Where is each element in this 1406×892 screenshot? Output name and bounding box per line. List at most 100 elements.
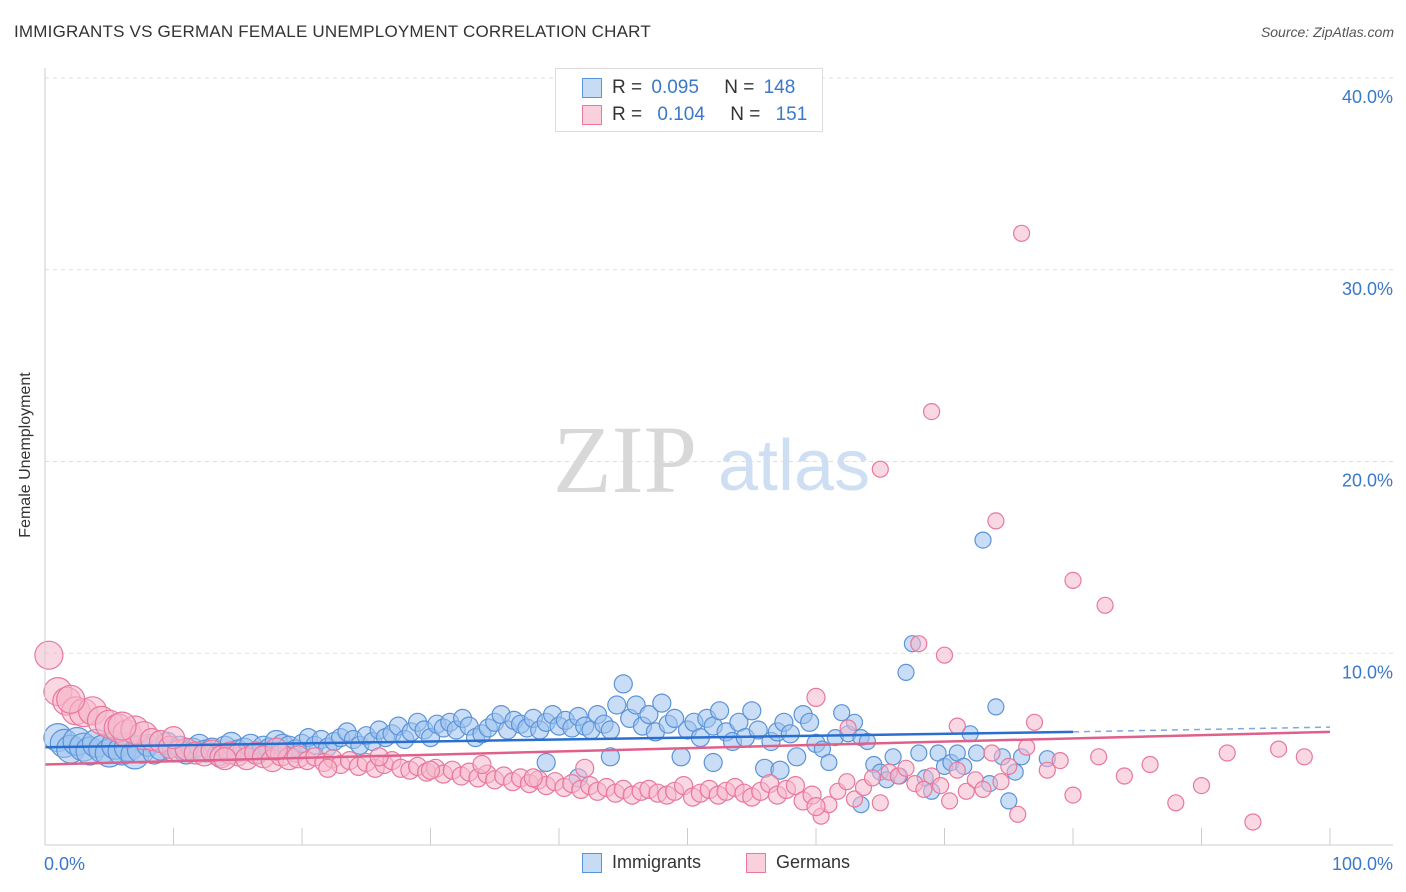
germans-point: [935, 646, 954, 664]
germans-point: [161, 725, 186, 750]
germans-point: [1009, 805, 1027, 823]
immigrants-point: [607, 695, 627, 715]
immigrants-point: [664, 708, 685, 729]
germans-point: [992, 773, 1010, 791]
germans-point: [107, 711, 137, 741]
germans-point: [871, 460, 889, 478]
y-tick-label: 30.0%: [1342, 279, 1393, 299]
immigrants-point: [703, 752, 723, 773]
immigrants-point: [820, 753, 838, 772]
immigrants-point: [858, 732, 877, 751]
legend-label-germans: Germans: [776, 852, 851, 872]
germans-point: [1141, 755, 1159, 774]
germans-point: [1000, 757, 1018, 776]
stats-box: R = 0.095 N = 148 R = 0.104 N = 151: [555, 68, 823, 132]
chart-title: IMMIGRANTS VS GERMAN FEMALE UNEMPLOYMENT…: [14, 22, 651, 41]
germans-point: [915, 780, 933, 799]
r-label: R =: [612, 77, 643, 98]
germans-point: [785, 775, 806, 796]
x-tick-label: 0.0%: [44, 854, 85, 874]
germans-points: [34, 224, 1313, 831]
legend-label-immigrants: Immigrants: [612, 852, 702, 872]
y-tick-label: 10.0%: [1342, 662, 1393, 682]
germans-point: [897, 759, 915, 777]
germans-point: [863, 769, 882, 787]
r-value: 0.104: [657, 104, 705, 125]
germans-point: [1051, 751, 1069, 770]
grid-layer: [45, 77, 1393, 654]
germans-point: [264, 737, 288, 761]
germans-point: [1012, 224, 1031, 242]
immigrants-point: [652, 693, 672, 713]
trend-lines: [44, 726, 1331, 766]
germans-point: [1064, 571, 1082, 590]
germans-point: [806, 796, 826, 817]
germans-point: [575, 758, 595, 778]
germans-point: [987, 512, 1005, 530]
germans-point: [1244, 813, 1262, 831]
germans-point: [871, 794, 889, 812]
germans-point: [34, 640, 64, 670]
immigrants-point: [833, 704, 851, 722]
immigrants-point: [671, 747, 691, 767]
germans-point: [806, 687, 826, 708]
r-label: R =: [612, 104, 643, 125]
immigrants-legend-swatch: [582, 853, 602, 873]
germans-point: [1167, 794, 1185, 812]
legend-germans[interactable]: Germans: [746, 852, 876, 876]
germans-point: [1018, 738, 1036, 756]
immigrants-swatch: [582, 78, 602, 98]
immigrants-point: [897, 663, 915, 682]
immigrants-point: [1000, 792, 1018, 810]
source-label: Source: ZipAtlas.com: [1260, 24, 1394, 40]
r-value: 0.095: [651, 77, 699, 98]
axis-layer: 10.0% 20.0% 30.0% 40.0% 0.0% 100.0%: [44, 68, 1393, 874]
n-label: N =: [730, 104, 761, 125]
immigrants-point: [709, 701, 730, 721]
n-label: N =: [724, 77, 755, 98]
immigrants-point: [787, 747, 807, 767]
germans-point: [974, 780, 992, 799]
germans-trend-line: [44, 730, 1331, 766]
germans-point: [931, 776, 950, 795]
germans-point: [1025, 713, 1044, 731]
immigrants-point: [974, 531, 992, 549]
n-value: 148: [763, 77, 796, 98]
germans-point: [838, 773, 856, 791]
immigrants-point: [742, 701, 762, 721]
germans-point: [1269, 740, 1288, 758]
immigrants-trend-extension: [1072, 726, 1331, 733]
immigrants-point: [770, 760, 790, 780]
germans-point: [1115, 767, 1134, 785]
germans-point: [922, 403, 941, 421]
immigrants-point: [987, 698, 1005, 716]
immigrants-point: [639, 704, 659, 725]
germans-point: [1064, 786, 1082, 804]
immigrants-point: [626, 695, 646, 715]
germans-point: [1218, 744, 1236, 762]
germans-point: [845, 790, 864, 808]
watermark-zip: ZIP: [553, 406, 697, 513]
legend-immigrants[interactable]: Immigrants: [582, 852, 732, 876]
immigrants-point: [910, 744, 928, 762]
immigrants-point: [600, 747, 621, 767]
x-tick-label: 100.0%: [1332, 854, 1393, 874]
germans-point: [523, 768, 543, 788]
germans-point: [318, 758, 338, 778]
germans-point: [839, 719, 857, 737]
germans-point: [948, 717, 966, 735]
immigrants-trend-line: [44, 730, 1074, 749]
germans-point: [1090, 748, 1108, 766]
germans-point: [940, 792, 959, 810]
immigrants-point: [748, 720, 768, 740]
germans-point: [910, 635, 928, 653]
n-value: 151: [775, 104, 808, 125]
watermark-atlas: atlas: [718, 426, 870, 506]
germans-point: [1096, 596, 1114, 614]
immigrants-point: [884, 748, 902, 766]
germans-point: [472, 754, 492, 775]
immigrants-point: [613, 674, 633, 694]
germans-point: [1295, 748, 1313, 766]
germans-point: [957, 782, 975, 800]
